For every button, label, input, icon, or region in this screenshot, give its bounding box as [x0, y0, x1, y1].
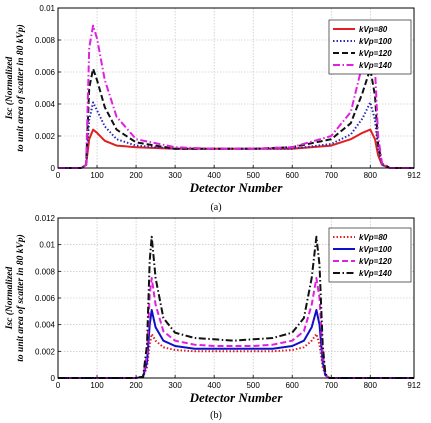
series-line-kvp-140: [58, 24, 414, 169]
x-tick-label: 600: [286, 381, 300, 390]
series-line-kvp-120: [58, 67, 414, 169]
x-tick-label: 500: [246, 171, 260, 180]
y-tick-label: 0: [51, 374, 56, 383]
y-axis-label-line: Isc (Normalized: [4, 266, 15, 330]
y-tick-label: 0: [51, 164, 56, 173]
x-tick-label: 300: [168, 171, 182, 180]
x-axis-label: Detector Number: [189, 390, 284, 405]
x-tick-label: 912: [407, 381, 421, 390]
x-tick-label: 0: [56, 171, 61, 180]
x-tick-label: 100: [90, 381, 104, 390]
x-tick-label: 200: [129, 171, 143, 180]
legend-entry-label: kVp=140: [359, 61, 392, 70]
chart-panel-b: 0 100 200 300 400 500 600 700 800 912 0 0.002 0.004 0…: [4, 214, 421, 421]
y-tick-label: 0.004: [35, 321, 56, 330]
axes-frame: [57, 7, 415, 169]
legend-entry-label: kVp=100: [359, 245, 392, 254]
y-axis-label-line: to unit area of scatter in 80 kVp): [15, 24, 26, 151]
y-axis-label-line: Isc (Normalized: [4, 56, 15, 120]
y-tick-label: 0.012: [35, 214, 56, 223]
x-tick-label: 400: [207, 381, 221, 390]
x-tick-label: 800: [364, 381, 378, 390]
y-tick-label: 0.008: [35, 36, 56, 45]
legend-entry-label: kVp=120: [359, 257, 392, 266]
series-line-kvp-140: [58, 235, 414, 379]
panel-label: (b): [210, 410, 222, 421]
y-axis-label-line: to unit area of scatter in 80 kVp): [15, 234, 26, 361]
x-tick-label: 0: [56, 381, 61, 390]
x-tick-label: 700: [325, 171, 339, 180]
x-tick-label: 300: [168, 381, 182, 390]
legend-entry-label: kVp=80: [359, 233, 388, 242]
x-tick-label: 400: [207, 171, 221, 180]
x-tick-label: 600: [286, 171, 300, 180]
y-tick-label: 0.01: [39, 4, 55, 13]
y-axis-label: Isc (Normalizedto unit area of scatter i…: [4, 24, 26, 151]
legend-entry-label: kVp=80: [359, 25, 388, 34]
y-tick-label: 0.006: [35, 68, 56, 77]
series-line-kvp-120: [58, 277, 414, 379]
chart-panel-a: 0 100 200 300 400 500 600 700 800 912 0 0.002 0.004 0…: [4, 4, 421, 213]
legend: kVp=80 kVp=100 kVp=120 kVp=140: [328, 19, 412, 75]
legend-entry-label: kVp=140: [359, 269, 392, 278]
x-tick-label: 200: [129, 381, 143, 390]
series-line-kvp-100: [58, 309, 414, 379]
y-tick-label: 0.002: [35, 132, 56, 141]
y-tick-label: 0.006: [35, 294, 56, 303]
legend: kVp=80 kVp=100 kVp=120 kVp=140: [328, 227, 412, 283]
panel-label: (a): [210, 202, 221, 213]
x-tick-label: 500: [246, 381, 260, 390]
x-tick-label: 912: [407, 171, 421, 180]
x-tick-label: 100: [90, 171, 104, 180]
legend-entry-label: kVp=100: [359, 37, 392, 46]
y-tick-label: 0.002: [35, 347, 56, 356]
legend-entry-label: kVp=120: [359, 49, 392, 58]
y-tick-label: 0.01: [39, 241, 55, 250]
y-axis-label: Isc (Normalizedto unit area of scatter i…: [4, 234, 26, 361]
x-tick-label: 700: [325, 381, 339, 390]
y-tick-label: 0.008: [35, 267, 56, 276]
x-axis-label: Detector Number: [189, 180, 284, 195]
x-tick-label: 800: [364, 171, 378, 180]
y-tick-label: 0.004: [35, 100, 56, 109]
